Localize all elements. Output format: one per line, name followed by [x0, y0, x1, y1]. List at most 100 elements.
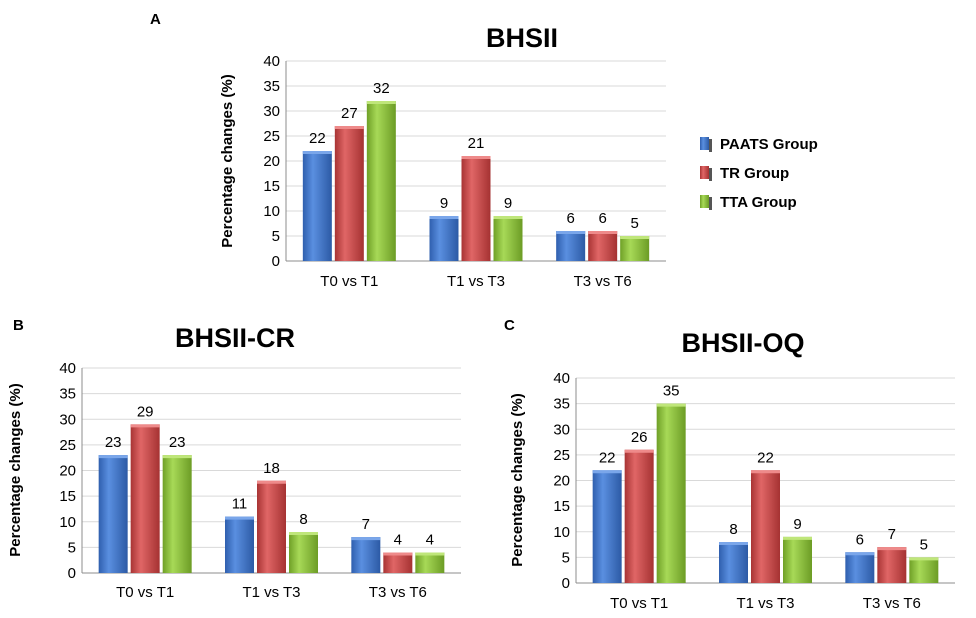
bar-body [257, 480, 286, 573]
legend-swatch-shadow [709, 197, 712, 210]
bar-body [751, 470, 780, 583]
x-category-label: T1 vs T3 [242, 584, 300, 601]
bar-paats-group [98, 455, 128, 573]
y-axis-title: Percentage changes (%) [7, 383, 24, 556]
chart-panel-a: A BHSII 0 5 10 15 20 25 30 35 40 Percentage changes… [150, 11, 666, 290]
bar-data-label: 11 [232, 496, 248, 513]
bar-data-label: 9 [793, 516, 801, 533]
y-tick-label: 5 [272, 228, 280, 245]
x-category-label: T3 vs T6 [574, 273, 632, 290]
bar-cap [429, 216, 459, 219]
bar-data-label: 18 [263, 460, 280, 477]
bar-cap [877, 547, 907, 551]
legend-swatch-shadow [709, 139, 712, 152]
bar-body [334, 126, 364, 261]
bar-body [415, 552, 445, 573]
bar-cap [289, 532, 318, 535]
legend-swatch [700, 137, 709, 150]
bar-data-label: 9 [440, 195, 448, 212]
y-tick-label: 5 [68, 539, 76, 556]
bar-tr-group [877, 547, 907, 583]
y-axis-title: Percentage changes (%) [509, 393, 526, 566]
bar-body [719, 542, 748, 583]
bar-cap [366, 101, 396, 104]
bar-data-label: 7 [888, 526, 896, 543]
legend-label: TTA Group [720, 194, 797, 211]
y-tick-label: 25 [553, 447, 570, 464]
bar-data-label: 27 [341, 105, 358, 122]
y-tick-label: 35 [553, 396, 570, 413]
bar-cap [98, 455, 128, 459]
y-tick-label: 40 [553, 370, 570, 387]
y-tick-label: 30 [263, 103, 280, 120]
bar-tr-group [588, 231, 618, 261]
legend-swatch [700, 166, 709, 179]
x-category-label: T3 vs T6 [369, 584, 427, 601]
bar-data-label: 7 [362, 516, 370, 533]
y-tick-label: 10 [553, 524, 570, 541]
legend-item: PAATS Group [700, 136, 818, 153]
bar-data-label: 32 [373, 80, 390, 97]
x-category-label: T0 vs T1 [116, 584, 174, 601]
y-tick-label: 20 [263, 153, 280, 170]
bar-tr-group [624, 449, 654, 583]
legend-item: TR Group [700, 165, 789, 182]
bar-tta-group [656, 403, 686, 583]
bar-data-label: 22 [309, 130, 326, 147]
bar-body [429, 216, 459, 261]
bar-cap [656, 403, 686, 407]
legend: PAATS Group TR Group TTA Group [700, 136, 818, 211]
bar-tr-group [334, 126, 364, 261]
panel-letter: C [504, 317, 515, 334]
bar-tta-group [415, 552, 445, 573]
legend-label: TR Group [720, 165, 789, 182]
bar-data-label: 4 [426, 532, 434, 549]
bar-body [624, 449, 654, 583]
bar-cap [620, 236, 650, 239]
x-category-label: T1 vs T3 [447, 273, 505, 290]
bar-cap [588, 231, 618, 234]
legend-swatch-shadow [709, 168, 712, 181]
bar-paats-group [351, 537, 381, 573]
panel-letter: A [150, 11, 161, 28]
bar-cap [415, 552, 445, 556]
bar-body [588, 231, 618, 261]
bar-tta-group [909, 557, 939, 583]
legend-item: TTA Group [700, 194, 797, 211]
chart-title: BHSII-OQ [681, 328, 804, 358]
bar-paats-group [225, 516, 254, 573]
bar-body [383, 552, 413, 573]
bar-cap [351, 537, 381, 541]
y-tick-label: 40 [59, 360, 76, 377]
bar-tta-group [366, 101, 396, 261]
bar-body [225, 516, 254, 573]
bar-data-label: 6 [598, 210, 606, 227]
bar-cap [130, 424, 160, 428]
bar-body [289, 532, 318, 573]
bar-data-label: 4 [394, 532, 402, 549]
bar-cap [624, 449, 654, 453]
bar-tr-group [751, 470, 780, 583]
y-tick-label: 15 [263, 178, 280, 195]
y-tick-label: 25 [263, 128, 280, 145]
y-tick-label: 30 [553, 421, 570, 438]
bar-body [461, 156, 491, 261]
y-tick-label: 20 [59, 463, 76, 480]
legend-swatch [700, 195, 709, 208]
bar-cap [845, 552, 875, 556]
y-tick-label: 40 [263, 53, 280, 70]
bar-data-label: 8 [299, 511, 307, 528]
bar-cap [257, 480, 286, 484]
bar-data-label: 35 [663, 383, 680, 400]
y-tick-label: 25 [59, 437, 76, 454]
bar-tta-group [620, 236, 650, 261]
chart-panel-b: B BHSII-CR 0 5 10 15 20 25 30 35 40 Percentage chan… [7, 317, 461, 601]
bar-data-label: 21 [468, 135, 485, 152]
bar-paats-group [592, 470, 622, 583]
bar-tta-group [162, 455, 192, 573]
bar-tta-group [783, 536, 812, 583]
bar-paats-group [556, 231, 586, 261]
bar-cap [783, 536, 812, 540]
